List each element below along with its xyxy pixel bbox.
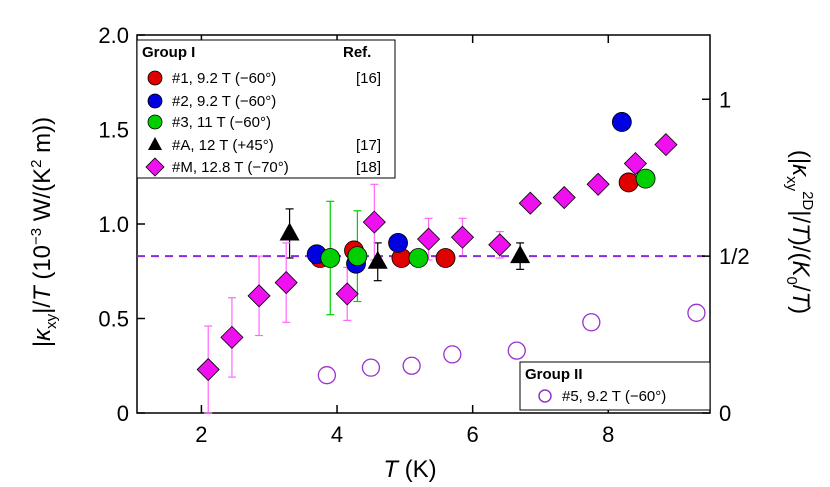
data-point-s5: [687, 303, 706, 322]
legend-group-2-title: Group II: [525, 366, 583, 383]
y-tick-label-right: 0: [719, 401, 731, 426]
data-point-s4: [518, 191, 542, 215]
x-axis-label: T (K): [383, 456, 436, 483]
data-point-s5: [317, 366, 337, 385]
x-tick-label: 6: [467, 422, 479, 447]
y-tick-label-left: 1.5: [98, 118, 129, 143]
x-tick-label: 4: [331, 422, 343, 447]
x-tick-label: 2: [195, 422, 207, 447]
legend-ref-1: [16]: [356, 70, 381, 87]
data-point-s3: [279, 222, 300, 241]
data-point-s1: [611, 112, 632, 132]
legend-ref-header: Ref.: [343, 44, 371, 61]
legend-label-6: #5, 9.2 T (−60°): [562, 388, 666, 405]
y-axis-label-left: |κxy|/T (10−3 W/(K2 m)): [28, 117, 60, 347]
legend-label-4: #A, 12 T (+45°): [172, 137, 274, 154]
data-point-s4: [417, 227, 441, 251]
data-point-s3: [367, 250, 388, 269]
data-point-s4: [552, 185, 576, 210]
data-points: [196, 112, 706, 385]
data-point-s4: [362, 210, 386, 234]
legend-group-2-box: [519, 361, 711, 411]
legend-label-3: #3, 11 T (−60°): [172, 114, 271, 131]
legend-marker-6: [538, 389, 552, 403]
y-tick-label-left: 0: [117, 401, 129, 426]
data-point-s3: [510, 245, 531, 264]
data-point-s4: [196, 357, 220, 382]
y-tick-label-left: 0.5: [98, 307, 129, 332]
y-tick-label-left: 1.0: [98, 212, 129, 237]
legend-ref-5: [18]: [356, 159, 381, 176]
data-point-s4: [274, 271, 298, 295]
data-point-s2: [635, 168, 656, 189]
legend-label-2: #2, 9.2 T (−60°): [172, 93, 276, 110]
legend-marker-5: [145, 157, 165, 177]
data-point-s1: [388, 232, 408, 253]
legend-group-1-title: Group I: [142, 44, 195, 61]
data-point-s2: [320, 248, 341, 268]
legend-ref-4: [17]: [356, 137, 381, 154]
data-point-s4: [488, 233, 512, 257]
legend-marker-4: [148, 137, 162, 150]
data-point-s4: [654, 133, 678, 157]
data-point-s4: [450, 225, 475, 249]
legend-label-5: #M, 12.8 T (−70°): [172, 159, 289, 176]
data-point-s5: [402, 356, 421, 375]
data-point-s5: [582, 313, 601, 332]
legend-group-1: Group I Ref. #1, 9.2 T (−60°) [16] #2, 9…: [136, 39, 396, 179]
y-axis-label-right: (|κxy2D|/T)/(K0/T): [783, 150, 816, 314]
data-point-s0: [435, 248, 456, 268]
legend-label-1: #1, 9.2 T (−60°): [172, 70, 276, 87]
data-point-s5: [443, 345, 462, 364]
x-tick-label: 8: [602, 422, 614, 447]
y-tick-label-right: 1/2: [719, 244, 750, 269]
data-point-s4: [220, 325, 244, 349]
legend-group-2: Group II #5, 9.2 T (−60°): [519, 361, 711, 411]
data-point-s4: [335, 282, 359, 306]
data-point-s4: [623, 151, 647, 176]
data-point-s0: [618, 172, 639, 193]
data-point-s5: [507, 341, 526, 360]
data-point-s2: [408, 248, 429, 268]
y-tick-label-right: 1: [719, 87, 731, 112]
legend-marker-3: [147, 114, 163, 130]
data-point-s5: [361, 358, 381, 377]
data-point-s4: [247, 284, 271, 308]
data-point-s4: [586, 172, 610, 196]
legend-group-1-box: [136, 39, 396, 179]
legend-marker-2: [147, 93, 163, 109]
y-tick-label-left: 2.0: [98, 23, 129, 48]
data-point-s2: [347, 246, 368, 267]
legend-marker-1: [147, 70, 163, 86]
